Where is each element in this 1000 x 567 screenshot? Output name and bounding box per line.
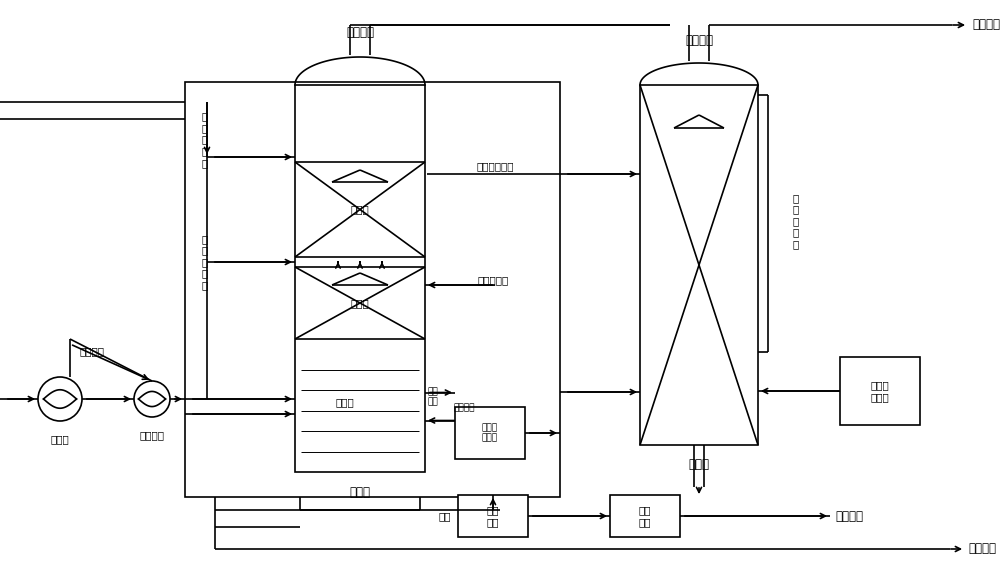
Text: 硫胺固体: 硫胺固体 [835, 510, 863, 523]
Text: 脱硫烟气: 脱硫烟气 [346, 26, 374, 39]
Text: 脱硝烟气: 脱硝烟气 [685, 35, 713, 48]
Text: 母液: 母液 [438, 511, 451, 521]
Text: 脱硫塔: 脱硫塔 [350, 485, 370, 498]
Text: 硫酸铵
循环槽: 硫酸铵 循环槽 [482, 424, 498, 443]
Bar [295, 85, 425, 472]
Text: 脱硝塔塔底液: 脱硝塔塔底液 [476, 161, 514, 171]
Bar [458, 495, 528, 537]
Text: 固液
分离: 固液 分离 [487, 505, 499, 527]
Bar [640, 85, 758, 445]
Text: 液槽底液: 液槽底液 [453, 404, 475, 413]
Text: 浓缩段: 浓缩段 [351, 298, 369, 308]
Text: 脱
硝
吸
收
液: 脱 硝 吸 收 液 [793, 193, 799, 249]
Bar [840, 357, 920, 425]
Text: 低压蒸汽: 低压蒸汽 [968, 543, 996, 556]
Bar [610, 495, 680, 537]
Text: 增压风机: 增压风机 [140, 430, 164, 440]
Bar [455, 407, 525, 459]
Text: 吸
收
段
底
液: 吸 收 段 底 液 [202, 234, 208, 290]
Text: 浓缩段底液: 浓缩段底液 [477, 275, 509, 285]
Text: 气体
管路: 气体 管路 [428, 387, 438, 407]
Text: 干燥
脱水: 干燥 脱水 [639, 505, 651, 527]
Text: 吸收段: 吸收段 [351, 205, 369, 214]
Text: 余热锅炉: 余热锅炉 [80, 346, 104, 356]
Text: 引风机: 引风机 [51, 434, 69, 444]
Text: 储液槽: 储液槽 [336, 397, 354, 408]
Text: 脱硝塔: 脱硝塔 [688, 459, 710, 472]
Bar [185, 82, 560, 497]
Text: 达标排放烟气: 达标排放烟气 [972, 19, 1000, 32]
Text: 尿素溶
液储槽: 尿素溶 液储槽 [871, 380, 889, 402]
Text: 脱
硫
吸
收
液: 脱 硫 吸 收 液 [202, 111, 208, 168]
